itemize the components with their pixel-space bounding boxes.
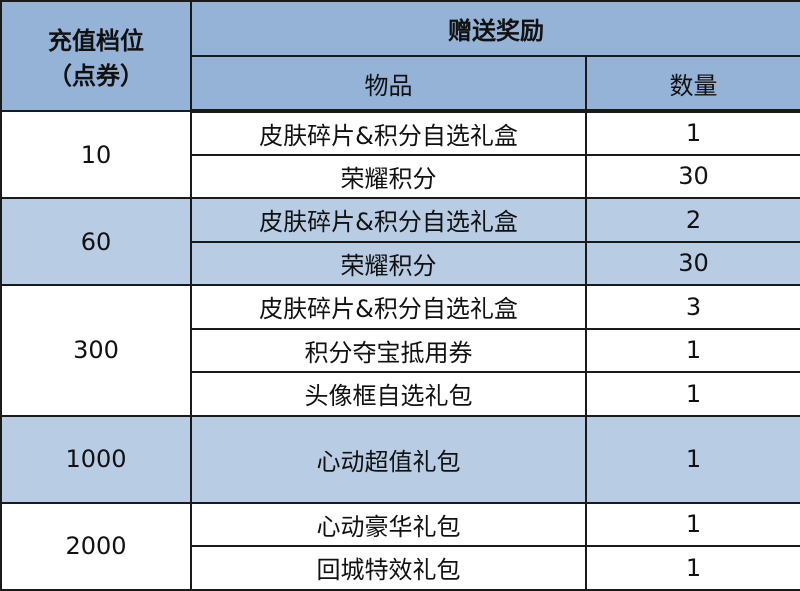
item-cell: 积分夺宝抵用券 [190,327,587,373]
tier-cell: 1000 [0,414,192,504]
qty-cell: 1 [585,327,800,373]
table-row: 积分夺宝抵用券 1 [1,327,800,373]
tier-cell: 2000 [0,501,192,591]
table-row: 荣耀积分 30 [1,240,800,286]
item-cell: 皮肤碎片&积分自选礼盒 [190,284,587,330]
qty-cell: 1 [585,545,800,591]
table-row: 10 皮肤碎片&积分自选礼盒 1 [0,110,800,199]
item-cell: 回城特效礼包 [190,545,587,591]
table-row: 1000 心动超值礼包 1 [0,414,800,504]
item-cell: 心动超值礼包 [190,414,587,504]
item-header: 物品 [190,55,587,113]
qty-cell: 1 [585,371,800,417]
tier-cell: 300 [0,284,192,417]
item-cell: 头像框自选礼包 [190,371,587,417]
table-row: 荣耀积分 30 [1,153,800,199]
qty-cell: 2 [585,197,800,243]
qty-cell: 1 [585,501,800,547]
tier-cell: 60 [0,197,192,286]
reward-header: 赠送奖励 [190,0,800,57]
qty-cell: 3 [585,284,800,330]
tier-header-line1: 充值档位 [48,27,144,55]
qty-cell: 1 [585,414,800,504]
qty-cell: 30 [585,153,800,199]
qty-cell: 1 [585,110,800,156]
item-cell: 皮肤碎片&积分自选礼盒 [190,110,587,156]
qty-cell: 30 [585,240,800,286]
table-row: 300 皮肤碎片&积分自选礼盒 3 [0,284,800,417]
qty-header: 数量 [585,55,800,113]
table-row: 2000 心动豪华礼包 1 [0,501,800,591]
tier-header-line2: （点券） [48,62,144,90]
item-cell: 荣耀积分 [190,240,587,286]
tier-header: 充值档位 （点券） [0,0,192,112]
tier-cell: 10 [0,110,192,199]
table-row: 60 皮肤碎片&积分自选礼盒 2 [0,197,800,286]
table-row: 头像框自选礼包 1 [1,371,800,417]
item-cell: 心动豪华礼包 [190,501,587,547]
item-cell: 皮肤碎片&积分自选礼盒 [190,197,587,243]
item-cell: 荣耀积分 [190,153,587,199]
